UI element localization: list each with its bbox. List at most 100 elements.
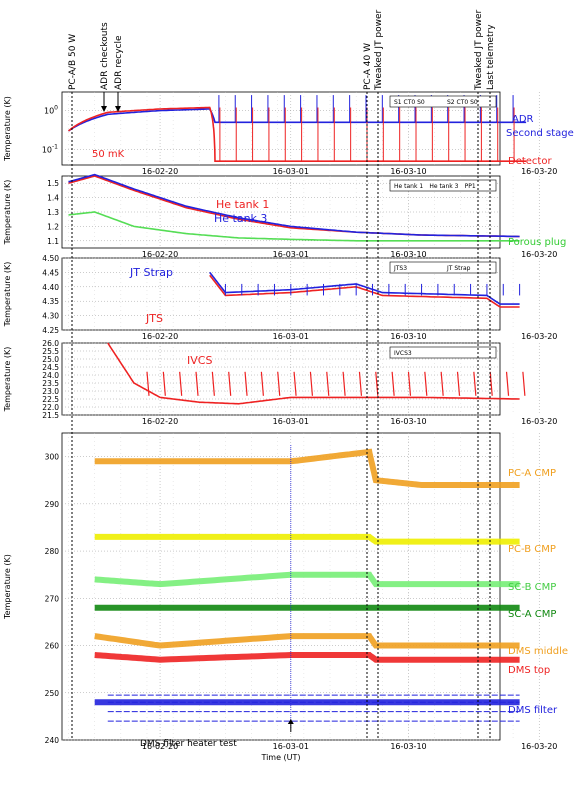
y-tick-label: 1.4 <box>47 194 59 203</box>
annotation-he-tank-1: He tank 1 <box>216 198 269 211</box>
ivcs-spike <box>342 371 346 396</box>
ivcs-spike <box>244 371 248 396</box>
legend-box <box>389 95 497 108</box>
ivcs-spike <box>309 371 314 396</box>
ivcs-spike <box>326 371 330 396</box>
y-tick-label: 250 <box>45 689 60 698</box>
y-tick-label: 1.1 <box>47 237 59 246</box>
event-arrowhead <box>101 106 107 112</box>
annotation-pc-b-cmp: PC-B CMP <box>508 544 556 555</box>
annotation-adr: ADR <box>512 114 534 125</box>
ivcs-spike <box>505 371 510 396</box>
ivcs-spike <box>211 371 215 396</box>
y-axis-label: Temperature (K) <box>3 347 12 413</box>
x-tick-label: 16-03-01 <box>273 417 309 426</box>
ivcs-spike <box>456 371 461 396</box>
x-tick-label: 16-03-20 <box>521 167 557 176</box>
y-tick-label: 24.0 <box>42 371 59 380</box>
legend-entry: S1 CT0 S0 <box>394 99 425 106</box>
y-tick-exponent: -1 <box>52 144 58 151</box>
y-tick-label: 21.5 <box>42 411 59 420</box>
annotation-pc-a-cmp: PC-A CMP <box>508 468 556 479</box>
y-tick-label: 25.0 <box>42 355 59 364</box>
ivcs-spike <box>440 371 444 396</box>
y-axis-label: Temperature (K) <box>3 262 12 328</box>
x-tick-label: 16-02-20 <box>142 250 178 259</box>
event-label: ADR recycle <box>114 35 124 90</box>
annotation-jts: JTS <box>145 312 163 325</box>
annotation-dms-filter-heater-test: DMS filter heater test <box>140 739 237 749</box>
legend-entry: IVCS3 <box>394 350 412 357</box>
ivcs-spike <box>228 371 232 396</box>
y-tick-label: 24.5 <box>42 363 59 372</box>
x-tick-label: 16-03-10 <box>390 167 426 176</box>
y-tick-label: 1.2 <box>47 222 59 231</box>
event-label: Last telemetry <box>486 24 496 90</box>
x-tick-label: 16-03-10 <box>390 250 426 259</box>
y-tick-label: 300 <box>45 453 60 462</box>
annotation-detector: Detector <box>508 156 552 167</box>
ivcs-spike <box>358 371 363 396</box>
x-tick-label: 16-03-10 <box>390 742 426 751</box>
ivcs-spike <box>424 371 428 396</box>
legend-box <box>389 346 497 359</box>
y-axis-label: Temperature (K) <box>3 554 12 620</box>
event-label: ADR checkouts <box>100 22 110 90</box>
ivcs-spike <box>277 371 281 396</box>
legend-entry: S2 CT0 S0 <box>447 99 478 106</box>
x-tick-label: 16-02-20 <box>142 742 178 751</box>
y-axis-label: Temperature (K) <box>3 180 12 246</box>
y-tick-label: 25.5 <box>42 347 59 356</box>
x-tick-label: 16-03-20 <box>521 417 557 426</box>
series-line-jt-strap <box>209 271 520 305</box>
annotation-porous-plug: Porous plug <box>508 237 566 248</box>
ivcs-spike <box>195 371 199 396</box>
y-tick-label: 22.0 <box>42 403 59 412</box>
annotation-dms-top: DMS top <box>508 665 550 676</box>
x-tick-label: 16-03-01 <box>273 250 309 259</box>
x-tick-label: 16-03-20 <box>521 742 557 751</box>
event-label: PC-A 40 W <box>363 43 373 90</box>
y-tick-base: 10 <box>44 107 54 116</box>
y-tick-label: 10-1 <box>42 144 58 155</box>
y-tick-label: 4.25 <box>42 326 59 335</box>
series-line-ivcs <box>107 342 520 405</box>
y-tick-label: 23.5 <box>42 379 59 388</box>
y-tick-label: 23.0 <box>42 387 59 396</box>
x-tick-label: 16-03-01 <box>273 742 309 751</box>
series-line-pc-b-cmp <box>94 533 520 545</box>
x-tick-label: 16-03-10 <box>390 332 426 341</box>
series-line-detector <box>68 106 527 162</box>
legend-box <box>389 261 497 274</box>
series-line-he-tank-3 <box>68 173 520 238</box>
y-tick-label: 4.50 <box>42 254 59 263</box>
annotation-jt-strap: JT Strap <box>129 266 173 279</box>
event-arrowhead <box>115 106 121 112</box>
legend-entry: He tank 3 <box>429 183 458 190</box>
y-tick-label: 270 <box>45 594 60 603</box>
y-tick-exponent: 0 <box>54 105 58 112</box>
y-tick-base: 10 <box>42 146 52 155</box>
legend-box <box>389 179 497 192</box>
ivcs-spike <box>293 371 297 396</box>
x-tick-label: 16-03-10 <box>390 417 426 426</box>
y-tick-label: 100 <box>44 105 58 116</box>
ivcs-spike <box>489 371 493 396</box>
x-tick-label: 16-03-20 <box>521 332 557 341</box>
legend-entry: JT Strap <box>446 265 471 272</box>
x-tick-label: 16-02-20 <box>142 167 178 176</box>
y-tick-label: 4.45 <box>42 268 59 277</box>
series-line-porous-plug <box>68 211 520 242</box>
y-tick-label: 1.5 <box>47 179 59 188</box>
legend-entry: PP1 <box>465 183 476 190</box>
ivcs-spike <box>522 371 526 396</box>
series-line-dms-middle <box>94 633 520 649</box>
ivcs-spike <box>260 371 264 396</box>
y-tick-label: 1.3 <box>47 208 59 217</box>
ivcs-spike <box>375 371 379 396</box>
y-tick-label: 280 <box>45 547 60 556</box>
series-line-pc-a-cmp <box>94 448 520 488</box>
y-tick-label: 26.0 <box>42 339 59 348</box>
annotation-dms-middle: DMS middle <box>508 646 568 657</box>
